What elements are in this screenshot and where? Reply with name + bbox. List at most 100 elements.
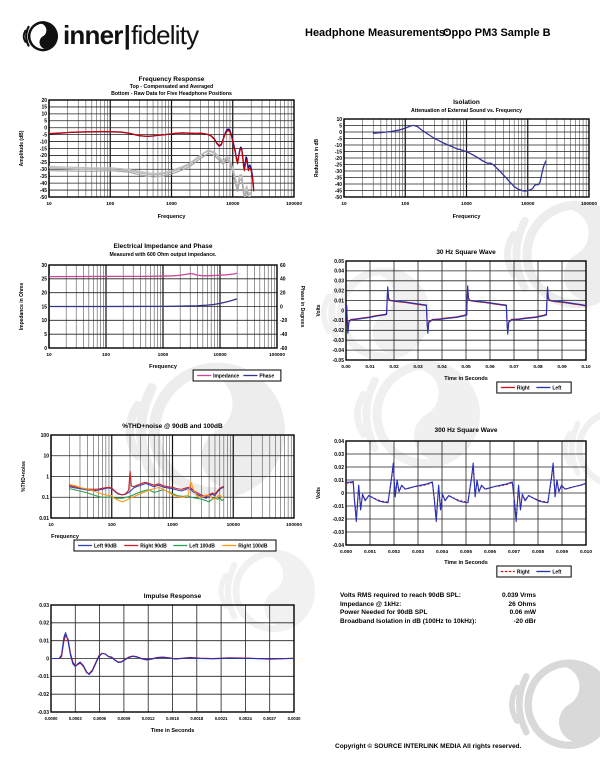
square-300hz-plot: 300 Hz Square Wave0.040.030.020.010-0.01… — [316, 427, 592, 578]
svg-text:0.06: 0.06 — [485, 364, 495, 370]
svg-text:Bottom - Raw Data for Five Hea: Bottom - Raw Data for Five Headphone Pos… — [111, 91, 232, 97]
svg-text:Left: Left — [552, 386, 562, 392]
svg-text:0.01: 0.01 — [39, 516, 49, 522]
svg-text:-0.01: -0.01 — [333, 318, 345, 324]
svg-text:0.08: 0.08 — [533, 364, 543, 370]
svg-text:0.0009: 0.0009 — [117, 716, 130, 721]
svg-text:0.001: 0.001 — [364, 549, 376, 555]
svg-text:30 Hz Square Wave: 30 Hz Square Wave — [436, 249, 496, 256]
impulse-response-chart: Impulse Response 0.03 0.02 0.01 0 -0.01 -0.02 -… — [15, 588, 307, 745]
svg-text:-10: -10 — [40, 139, 47, 145]
svg-text:-0.04: -0.04 — [333, 348, 345, 354]
svg-text:100: 100 — [41, 433, 50, 439]
svg-text:0.010: 0.010 — [580, 549, 592, 555]
svg-text:10: 10 — [41, 112, 47, 118]
svg-text:Left 100dB: Left 100dB — [189, 544, 215, 550]
svg-text:100: 100 — [401, 201, 409, 207]
svg-text:0.0027: 0.0027 — [263, 716, 276, 721]
svg-text:10: 10 — [336, 117, 342, 123]
svg-text:Impulse Response: Impulse Response — [144, 593, 202, 600]
svg-text:Impedance in Ohms: Impedance in Ohms — [19, 283, 25, 331]
svg-text:-20: -20 — [280, 318, 287, 324]
svg-text:-0.01: -0.01 — [333, 504, 345, 510]
svg-text:10: 10 — [43, 454, 49, 460]
svg-text:-0.03: -0.03 — [38, 710, 50, 716]
impulse-plot: Impulse Response 0.03 0.02 0.01 0 -0.01 -0.02 -… — [38, 593, 301, 734]
svg-text:Time in Seconds: Time in Seconds — [444, 376, 488, 382]
svg-text:0.0012: 0.0012 — [142, 716, 155, 721]
svg-text:15: 15 — [41, 105, 47, 111]
svg-text:0.008: 0.008 — [532, 549, 544, 555]
svg-text:0.0015: 0.0015 — [166, 716, 179, 721]
svg-text:0.02: 0.02 — [389, 364, 399, 370]
svg-text:0.002: 0.002 — [388, 549, 400, 555]
impedance-phase-chart: Electrical Impedance and Phase Measured w… — [15, 240, 307, 397]
stat-value: 26 Ohms — [508, 600, 536, 608]
svg-text:0.006: 0.006 — [484, 549, 496, 555]
svg-text:20: 20 — [41, 290, 47, 296]
svg-text:-30: -30 — [40, 167, 47, 173]
svg-text:0.004: 0.004 — [436, 549, 448, 555]
square-wave-30hz-chart: 30 Hz Square Wave 0.05 0.04 0.03 0.02 0.01 0 -0… — [310, 244, 600, 401]
svg-text:Right: Right — [517, 386, 530, 392]
svg-text:100000: 100000 — [286, 522, 302, 528]
svg-text:0.00: 0.00 — [341, 364, 351, 370]
stat-label: Volts RMS required to reach 90dB SPL: — [340, 592, 461, 599]
svg-text:Frequency: Frequency — [149, 364, 178, 370]
svg-text:20: 20 — [280, 290, 286, 296]
svg-text:0.02: 0.02 — [39, 621, 49, 627]
svg-text:-45: -45 — [335, 188, 342, 194]
svg-text:0.0021: 0.0021 — [215, 716, 228, 721]
svg-text:5: 5 — [339, 123, 342, 129]
brand-fidelity: fidelity — [131, 19, 199, 50]
svg-text:0: 0 — [280, 304, 283, 310]
svg-text:100: 100 — [108, 522, 116, 528]
section-title: Headphone Measurements: — [305, 27, 449, 39]
svg-text:%THD+noise @ 90dB and 100dB: %THD+noise @ 90dB and 100dB — [122, 423, 223, 430]
svg-text:5: 5 — [44, 119, 47, 125]
svg-text:0: 0 — [46, 656, 49, 662]
svg-text:Impedance: Impedance — [213, 374, 239, 380]
stat-row-volts: Volts RMS required to reach 90dB SPL: 0.… — [340, 592, 536, 601]
isolation-chart: Isolation Attenuation of External Sound v… — [310, 96, 600, 231]
svg-text:0.01: 0.01 — [334, 298, 344, 304]
svg-text:0.0003: 0.0003 — [69, 716, 82, 721]
svg-text:0.05: 0.05 — [461, 364, 471, 370]
brand-wordmark: inner|fidelity — [63, 19, 199, 51]
svg-text:300 Hz Square Wave: 300 Hz Square Wave — [435, 427, 498, 434]
svg-text:-40: -40 — [335, 182, 342, 188]
svg-text:Volts: Volts — [316, 304, 322, 316]
svg-text:-30: -30 — [335, 169, 342, 175]
svg-text:-20: -20 — [40, 153, 47, 159]
svg-text:-5: -5 — [43, 132, 48, 138]
svg-text:40: 40 — [280, 277, 286, 283]
svg-text:0.09: 0.09 — [557, 364, 567, 370]
svg-text:1000: 1000 — [167, 522, 178, 528]
svg-text:5: 5 — [44, 332, 47, 338]
stat-label: Power Needed for 90dB SPL — [340, 609, 428, 616]
svg-text:0.1: 0.1 — [42, 495, 49, 501]
thd-noise-chart: %THD+noise @ 90dB and 100dB 100 10 1 0.1 0.01… — [15, 421, 307, 574]
svg-text:Right 90dB: Right 90dB — [140, 544, 167, 550]
svg-text:0.04: 0.04 — [334, 439, 344, 445]
innerfidelity-logo-icon — [16, 14, 64, 57]
svg-text:1000: 1000 — [166, 201, 177, 207]
svg-text:10: 10 — [46, 201, 52, 207]
svg-text:0: 0 — [44, 346, 47, 352]
svg-text:10: 10 — [48, 522, 54, 528]
stat-value: 0.06 mW — [509, 609, 536, 616]
svg-text:%THD+noise: %THD+noise — [21, 461, 27, 492]
svg-text:Time in Seconds: Time in Seconds — [151, 728, 195, 734]
svg-text:0.003: 0.003 — [412, 549, 424, 555]
svg-text:-5: -5 — [338, 136, 343, 142]
svg-text:0.0000: 0.0000 — [45, 716, 58, 721]
svg-text:0.03: 0.03 — [39, 603, 49, 609]
svg-text:0.0018: 0.0018 — [190, 716, 203, 721]
svg-text:0.03: 0.03 — [334, 452, 344, 458]
stat-value: 0.039 Vrms — [502, 592, 536, 599]
svg-text:100: 100 — [102, 352, 110, 358]
svg-text:Frequency: Frequency — [158, 214, 187, 220]
stat-label: Broadband Isolation in dB (100Hz to 10kH… — [340, 617, 477, 625]
svg-text:-25: -25 — [40, 160, 47, 166]
